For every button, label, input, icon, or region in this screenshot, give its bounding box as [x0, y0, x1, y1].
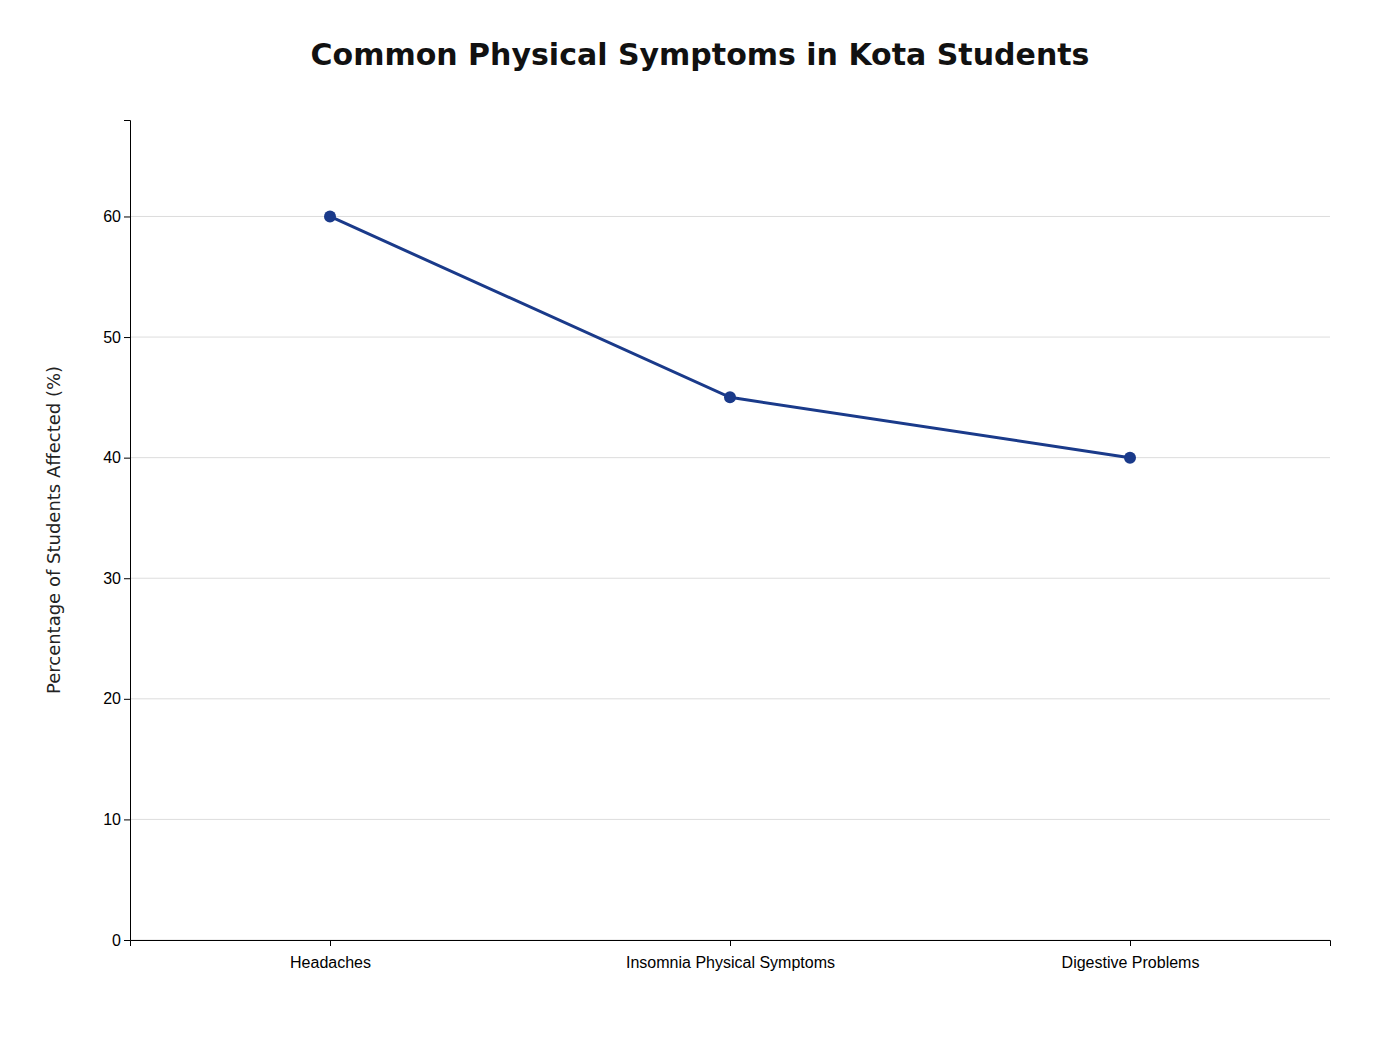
- grid: [130, 216, 1330, 940]
- grid-line: [130, 819, 1330, 820]
- x-axis: Headaches Insomnia Physical Symptoms Diges…: [131, 940, 1331, 971]
- grid-line: [130, 698, 1330, 699]
- grid-line: [130, 578, 1330, 579]
- x-tick-label: Insomnia Physical Symptoms: [626, 954, 835, 971]
- x-tick: Headaches: [290, 940, 371, 971]
- chart: 0 10 20 30 40 50 60 Headaches Insomnia Physical …: [0, 0, 1400, 1050]
- x-tick-label: Digestive Problems: [1062, 954, 1200, 971]
- grid-line: [130, 216, 1330, 217]
- y-tick-label: 50: [103, 329, 121, 346]
- y-tick: 30: [103, 570, 130, 587]
- y-tick-mark: [124, 578, 130, 579]
- series: [324, 210, 1136, 463]
- y-tick-mark: [124, 458, 130, 459]
- x-tick-mark: [730, 940, 731, 946]
- point: [1124, 452, 1136, 464]
- y-tick-label: 30: [103, 570, 121, 587]
- plot-area: 0 10 20 30 40 50 60 Headaches Insomnia Physical …: [103, 121, 1330, 972]
- line: [330, 216, 1130, 457]
- y-tick-mark: [124, 940, 130, 941]
- x-tick: Insomnia Physical Symptoms: [626, 940, 835, 971]
- grid-line: [130, 337, 1330, 338]
- y-axis: 0 10 20 30 40 50 60: [103, 121, 130, 949]
- y-tick: 0: [112, 932, 130, 949]
- y-tick-label: 60: [103, 208, 121, 225]
- y-axis-title: Percentage of Students Affected (%): [43, 366, 64, 694]
- y-tick: 50: [103, 329, 130, 346]
- x-tick-mark: [330, 940, 331, 946]
- y-tick: 10: [103, 811, 130, 828]
- y-tick-label: 40: [103, 449, 121, 466]
- y-tick-mark: [124, 699, 130, 700]
- point: [324, 210, 336, 222]
- x-tick-label: Headaches: [290, 954, 371, 971]
- point: [724, 391, 736, 403]
- x-axis-line: [131, 941, 1331, 947]
- title: Common Physical Symptoms in Kota Student…: [311, 37, 1090, 72]
- y-tick-label: 0: [112, 932, 121, 949]
- y-tick: 40: [103, 449, 130, 466]
- x-tick: Digestive Problems: [1062, 940, 1200, 971]
- y-tick-mark: [124, 337, 130, 338]
- y-axis-line: [124, 121, 131, 941]
- y-tick-mark: [124, 819, 130, 820]
- y-tick-mark: [124, 216, 130, 217]
- y-tick-label: 10: [103, 811, 121, 828]
- grid-line: [130, 457, 1330, 458]
- y-tick-label: 20: [103, 690, 121, 707]
- x-tick-mark: [1130, 940, 1131, 946]
- y-tick: 60: [103, 208, 130, 225]
- y-tick: 20: [103, 690, 130, 707]
